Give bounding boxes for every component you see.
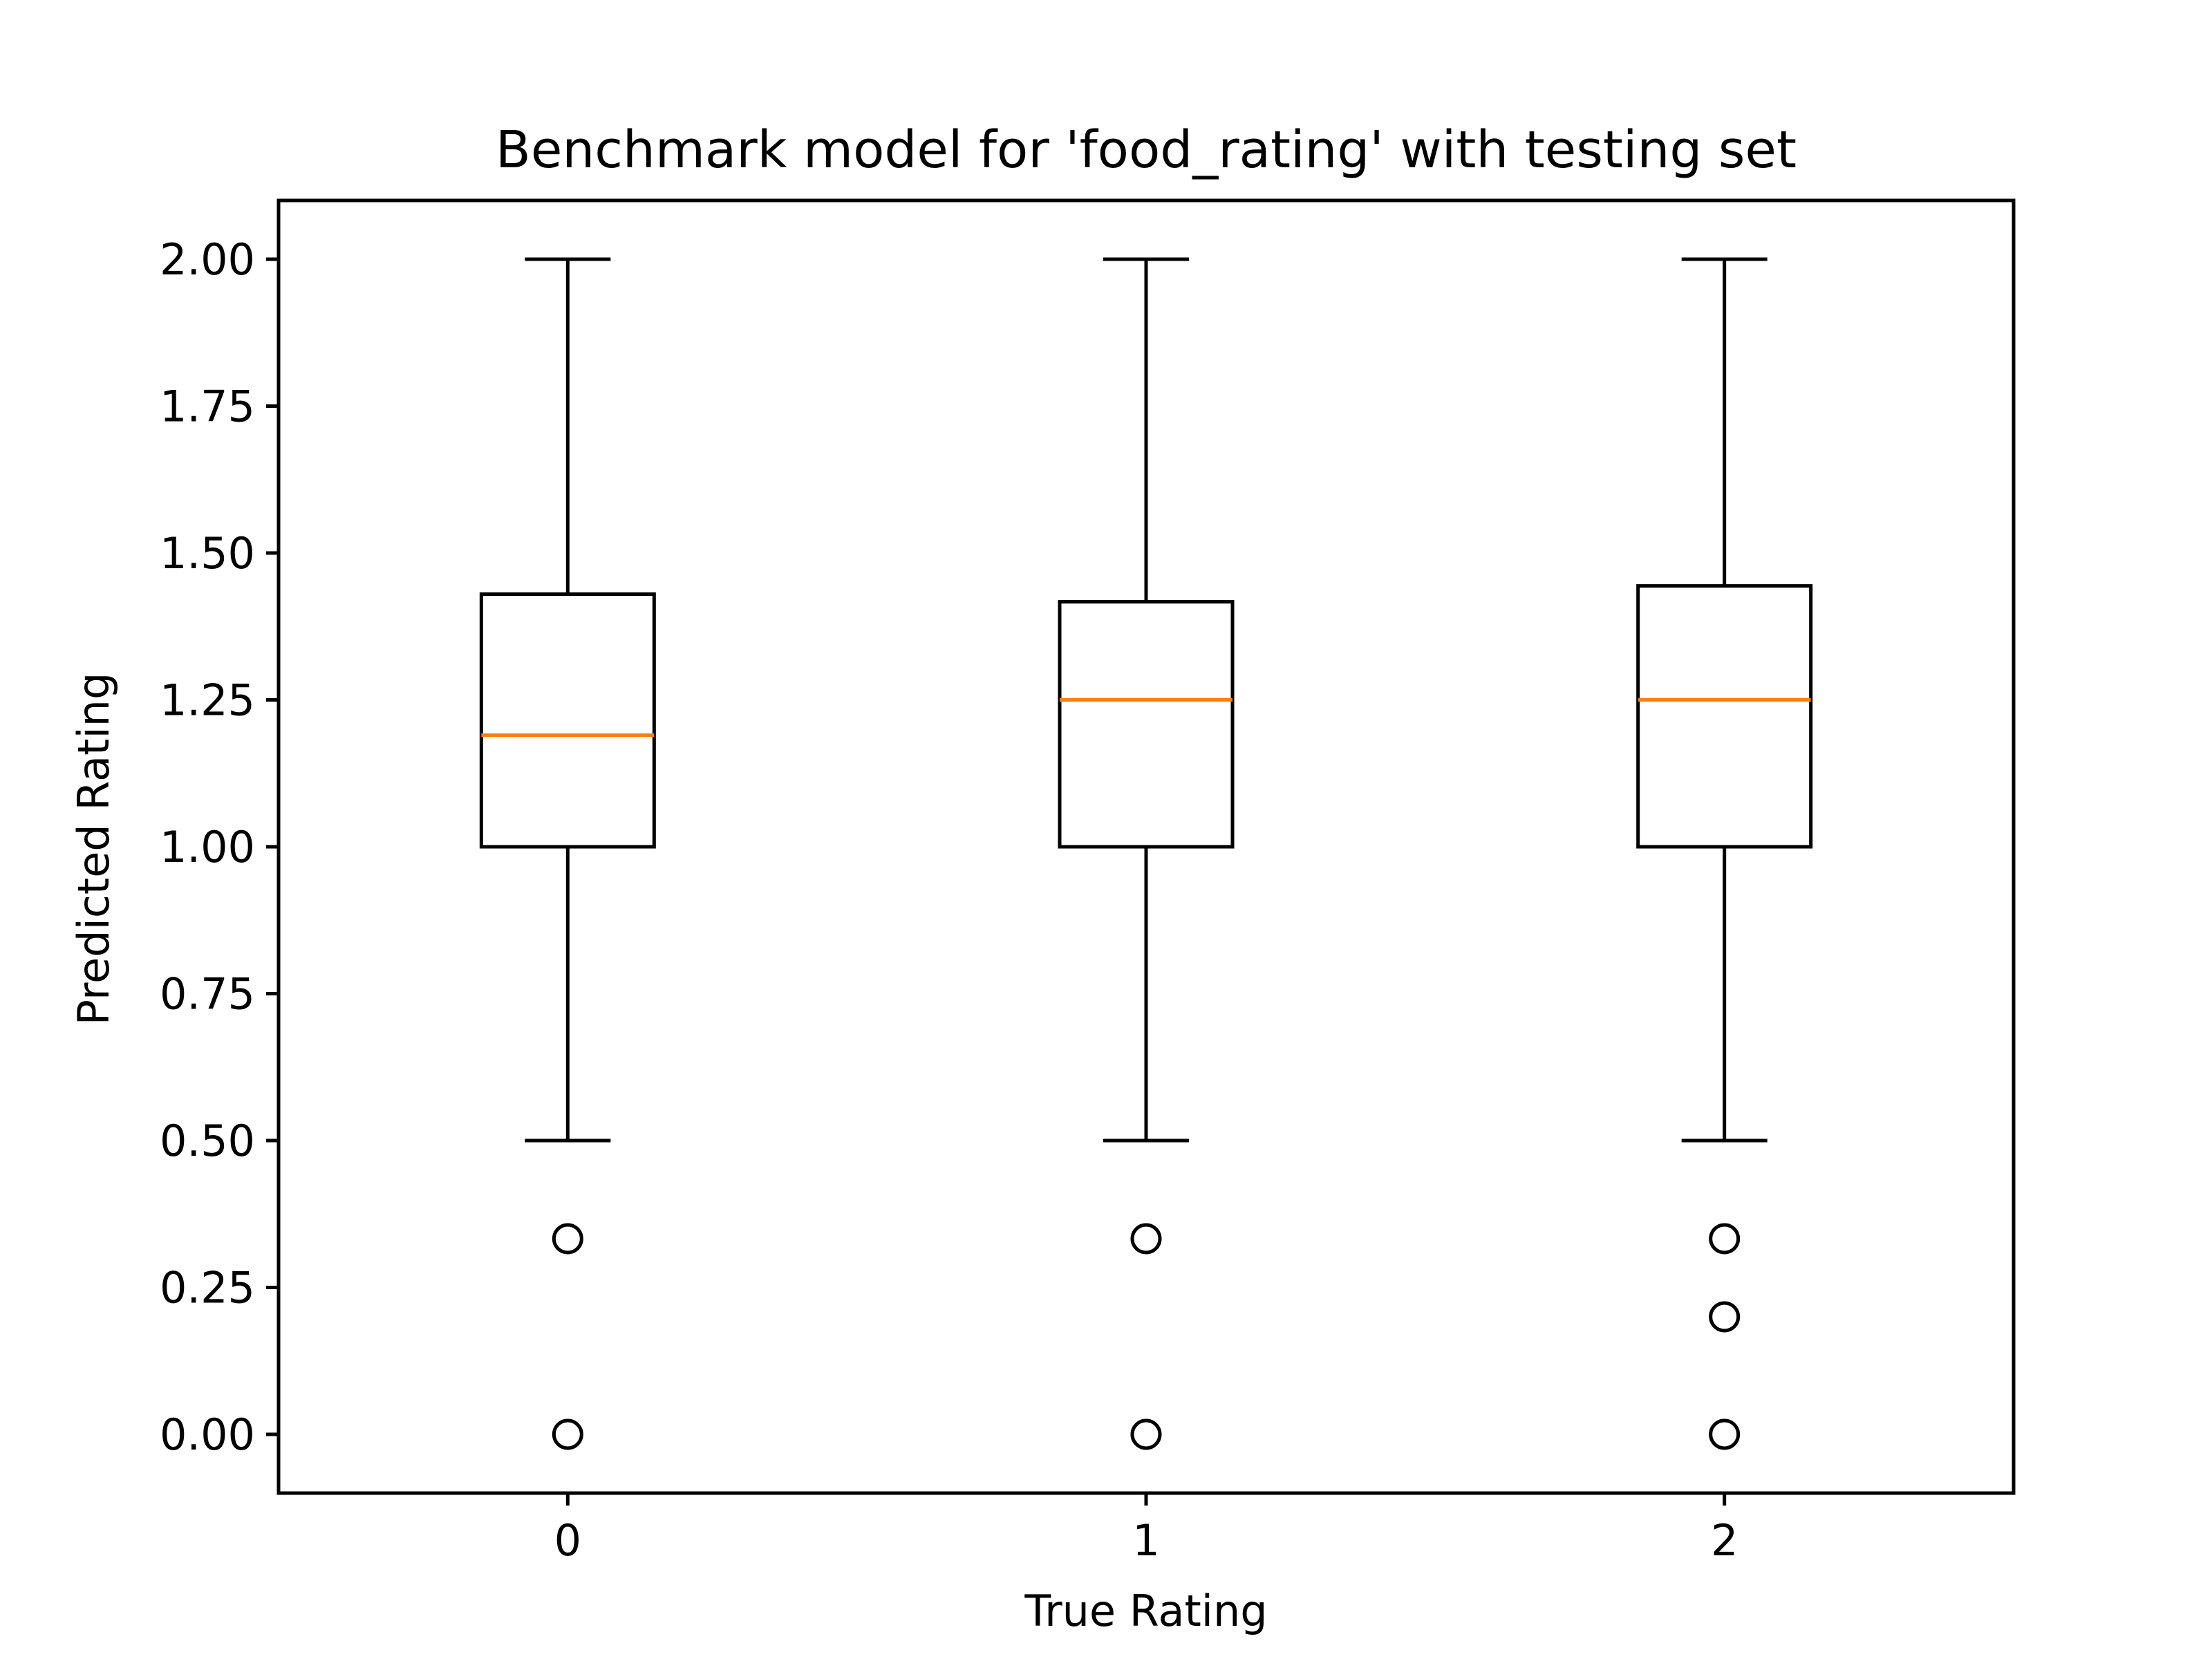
plot-area: 0.00 0.25 0.50 0.75 1.00 1.25 1.50 1.75 2.00 0 1 2 [160,198,2016,1566]
y-tick-label: 1.00 [160,822,255,872]
box-iqr [479,592,656,849]
y-tick-label: 0.00 [160,1409,255,1460]
outlier-point [1130,1223,1162,1255]
chart-title: Benchmark model for 'food_rating' with t… [496,120,1797,180]
y-tick-label: 0.25 [160,1263,255,1313]
y-tick-label: 1.50 [160,528,255,579]
box-iqr [1636,584,1813,849]
outlier-point [1709,1301,1741,1333]
outlier-point [1130,1418,1162,1450]
y-tick-label: 0.75 [160,969,255,1020]
y-tick-label: 1.75 [160,382,255,432]
y-tick-label: 0.50 [160,1116,255,1166]
y-axis-label: Predicted Rating [68,673,119,1026]
y-tick-label: 1.25 [160,675,255,726]
outlier-point [1709,1223,1741,1255]
outlier-point [552,1223,583,1255]
outlier-point [1709,1418,1741,1450]
x-axis-label: True Rating [1024,1586,1267,1636]
y-tick-label: 2.00 [160,234,255,285]
outlier-point [552,1418,583,1450]
x-tick-label: 2 [1711,1515,1738,1566]
x-tick-label: 1 [1132,1515,1159,1566]
box-iqr [1058,600,1235,849]
x-tick-label: 0 [554,1515,581,1566]
